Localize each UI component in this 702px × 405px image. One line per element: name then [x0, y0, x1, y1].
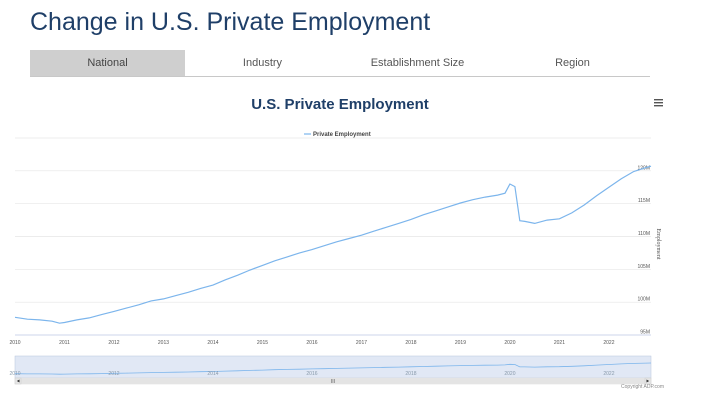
- tab-bar: National Industry Establishment Size Reg…: [30, 50, 650, 77]
- x-tick-label: 2019: [455, 340, 466, 346]
- y-tick-label: 100M: [637, 297, 650, 303]
- y-tick-label: 115M: [638, 198, 650, 204]
- x-tick-label: 2018: [405, 340, 416, 346]
- navigator-tick-label: 2014: [207, 371, 218, 377]
- scrollbar-grip[interactable]: III: [331, 379, 335, 385]
- tab-national[interactable]: National: [30, 50, 185, 76]
- x-tick-label: 2012: [108, 340, 119, 346]
- x-tick-label: 2015: [257, 340, 268, 346]
- x-tick-label: 2020: [504, 340, 515, 346]
- chart-menu-button[interactable]: [650, 96, 666, 110]
- navigator-tick-label: 2010: [9, 371, 20, 377]
- page-title: Change in U.S. Private Employment: [30, 8, 431, 36]
- hamburger-menu-icon: [654, 99, 663, 107]
- grid-lines: [15, 137, 651, 336]
- x-tick-label: 2022: [603, 340, 614, 346]
- navigator-tick-label: 2018: [405, 371, 416, 377]
- navigator[interactable]: 2010 2012 2014 2016 2018 2020 2022: [9, 355, 652, 379]
- chart-title: U.S. Private Employment: [251, 96, 429, 113]
- navigator-series-line: [14, 362, 652, 375]
- x-tick-label: 2016: [306, 340, 317, 346]
- navigator-tick-label: 2020: [504, 371, 515, 377]
- tab-region[interactable]: Region: [555, 57, 590, 69]
- employment-chart: U.S. Private Employment Private Employme…: [9, 96, 666, 390]
- scrollbar-left-arrow[interactable]: [14, 377, 22, 385]
- tab-industry[interactable]: Industry: [242, 57, 283, 69]
- chevron-right-icon: [646, 379, 650, 383]
- y-tick-label: 105M: [637, 264, 650, 270]
- y-tick-label: 95M: [640, 330, 650, 336]
- y-tick-label: 110M: [638, 231, 650, 237]
- x-tick-label: 2013: [158, 340, 169, 346]
- x-tick-label: 2021: [554, 340, 565, 346]
- navigator-tick-label: 2022: [603, 371, 614, 377]
- x-tick-label: 2011: [59, 340, 70, 346]
- scrollbar-right-arrow[interactable]: [644, 377, 652, 385]
- x-tick-label: 2014: [207, 340, 218, 346]
- copyright-credit[interactable]: Copyright ADP.com: [621, 384, 664, 390]
- x-axis-ticks: 2010 2011 2012 2013 2014 2015 2016 2017 2018 2019…: [9, 340, 614, 346]
- tab-establishment-size[interactable]: Establishment Size: [370, 57, 465, 69]
- chevron-left-icon: [16, 379, 20, 383]
- series-line-private-employment[interactable]: [14, 165, 652, 324]
- x-tick-label: 2017: [356, 340, 367, 346]
- navigator-tick-label: 2016: [306, 371, 317, 377]
- legend-label: Private Employment: [313, 132, 371, 138]
- x-tick-label: 2010: [9, 340, 20, 346]
- y-axis-label: Employment: [655, 229, 661, 260]
- scrollbar-thumb[interactable]: [21, 378, 645, 384]
- navigator-ticks: 2010 2012 2014 2016 2018 2020 2022: [9, 371, 614, 377]
- legend-item[interactable]: Private Employment: [304, 132, 371, 138]
- navigator-tick-label: 2012: [108, 371, 119, 377]
